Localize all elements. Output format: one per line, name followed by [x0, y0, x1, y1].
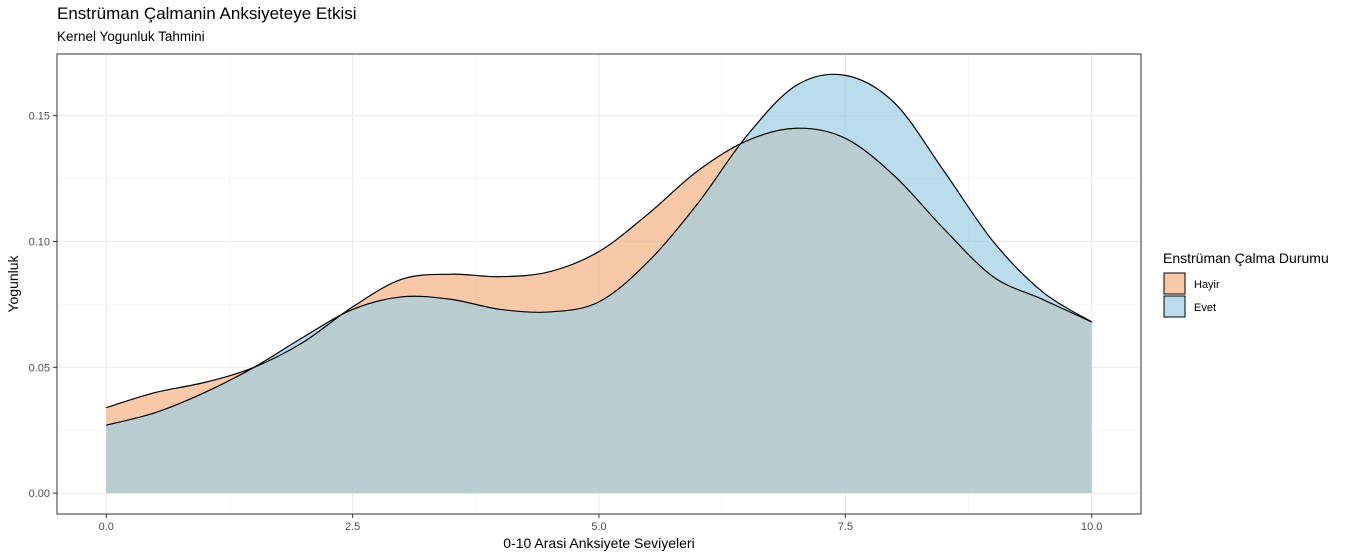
legend-label-hayir: Hayir	[1194, 279, 1220, 291]
x-tick-label: 7.5	[838, 521, 853, 533]
density-outlines	[106, 73, 1093, 426]
y-axis-title: Yogunluk	[5, 254, 21, 312]
x-tick-label: 2.5	[345, 521, 360, 533]
legend-key-hayir	[1163, 272, 1186, 295]
x-tick-label: 0.0	[99, 521, 114, 533]
density-line-evet	[106, 73, 1093, 426]
x-tick-label: 10.0	[1081, 521, 1102, 533]
axis-ticks: 0.0 2.5 5.0 7.5 10.0 0.00 0.05 0.10 0.15	[29, 111, 1103, 533]
x-tick-label: 5.0	[591, 521, 606, 533]
y-tick-label: 0.00	[29, 488, 50, 500]
legend-title: Enstrüman Çalma Durumu	[1163, 250, 1329, 266]
chart-subtitle: Kernel Yogunluk Tahmini	[57, 29, 205, 44]
y-tick-label: 0.05	[29, 362, 50, 374]
y-tick-label: 0.15	[29, 111, 50, 123]
density-area-evet	[106, 74, 1092, 494]
x-axis-title: 0-10 Arasi Anksiyete Seviyeleri	[503, 535, 694, 551]
density-areas	[106, 74, 1092, 494]
legend-label-evet: Evet	[1194, 302, 1216, 314]
chart-title: Enstrüman Çalmanin Anksiyeteye Etkisi	[57, 4, 357, 23]
legend-key-evet	[1163, 295, 1186, 318]
density-line-hayir	[106, 127, 1092, 409]
legend: Enstrüman Çalma Durumu Hayir Evet	[1163, 250, 1329, 318]
y-tick-label: 0.10	[29, 236, 50, 248]
